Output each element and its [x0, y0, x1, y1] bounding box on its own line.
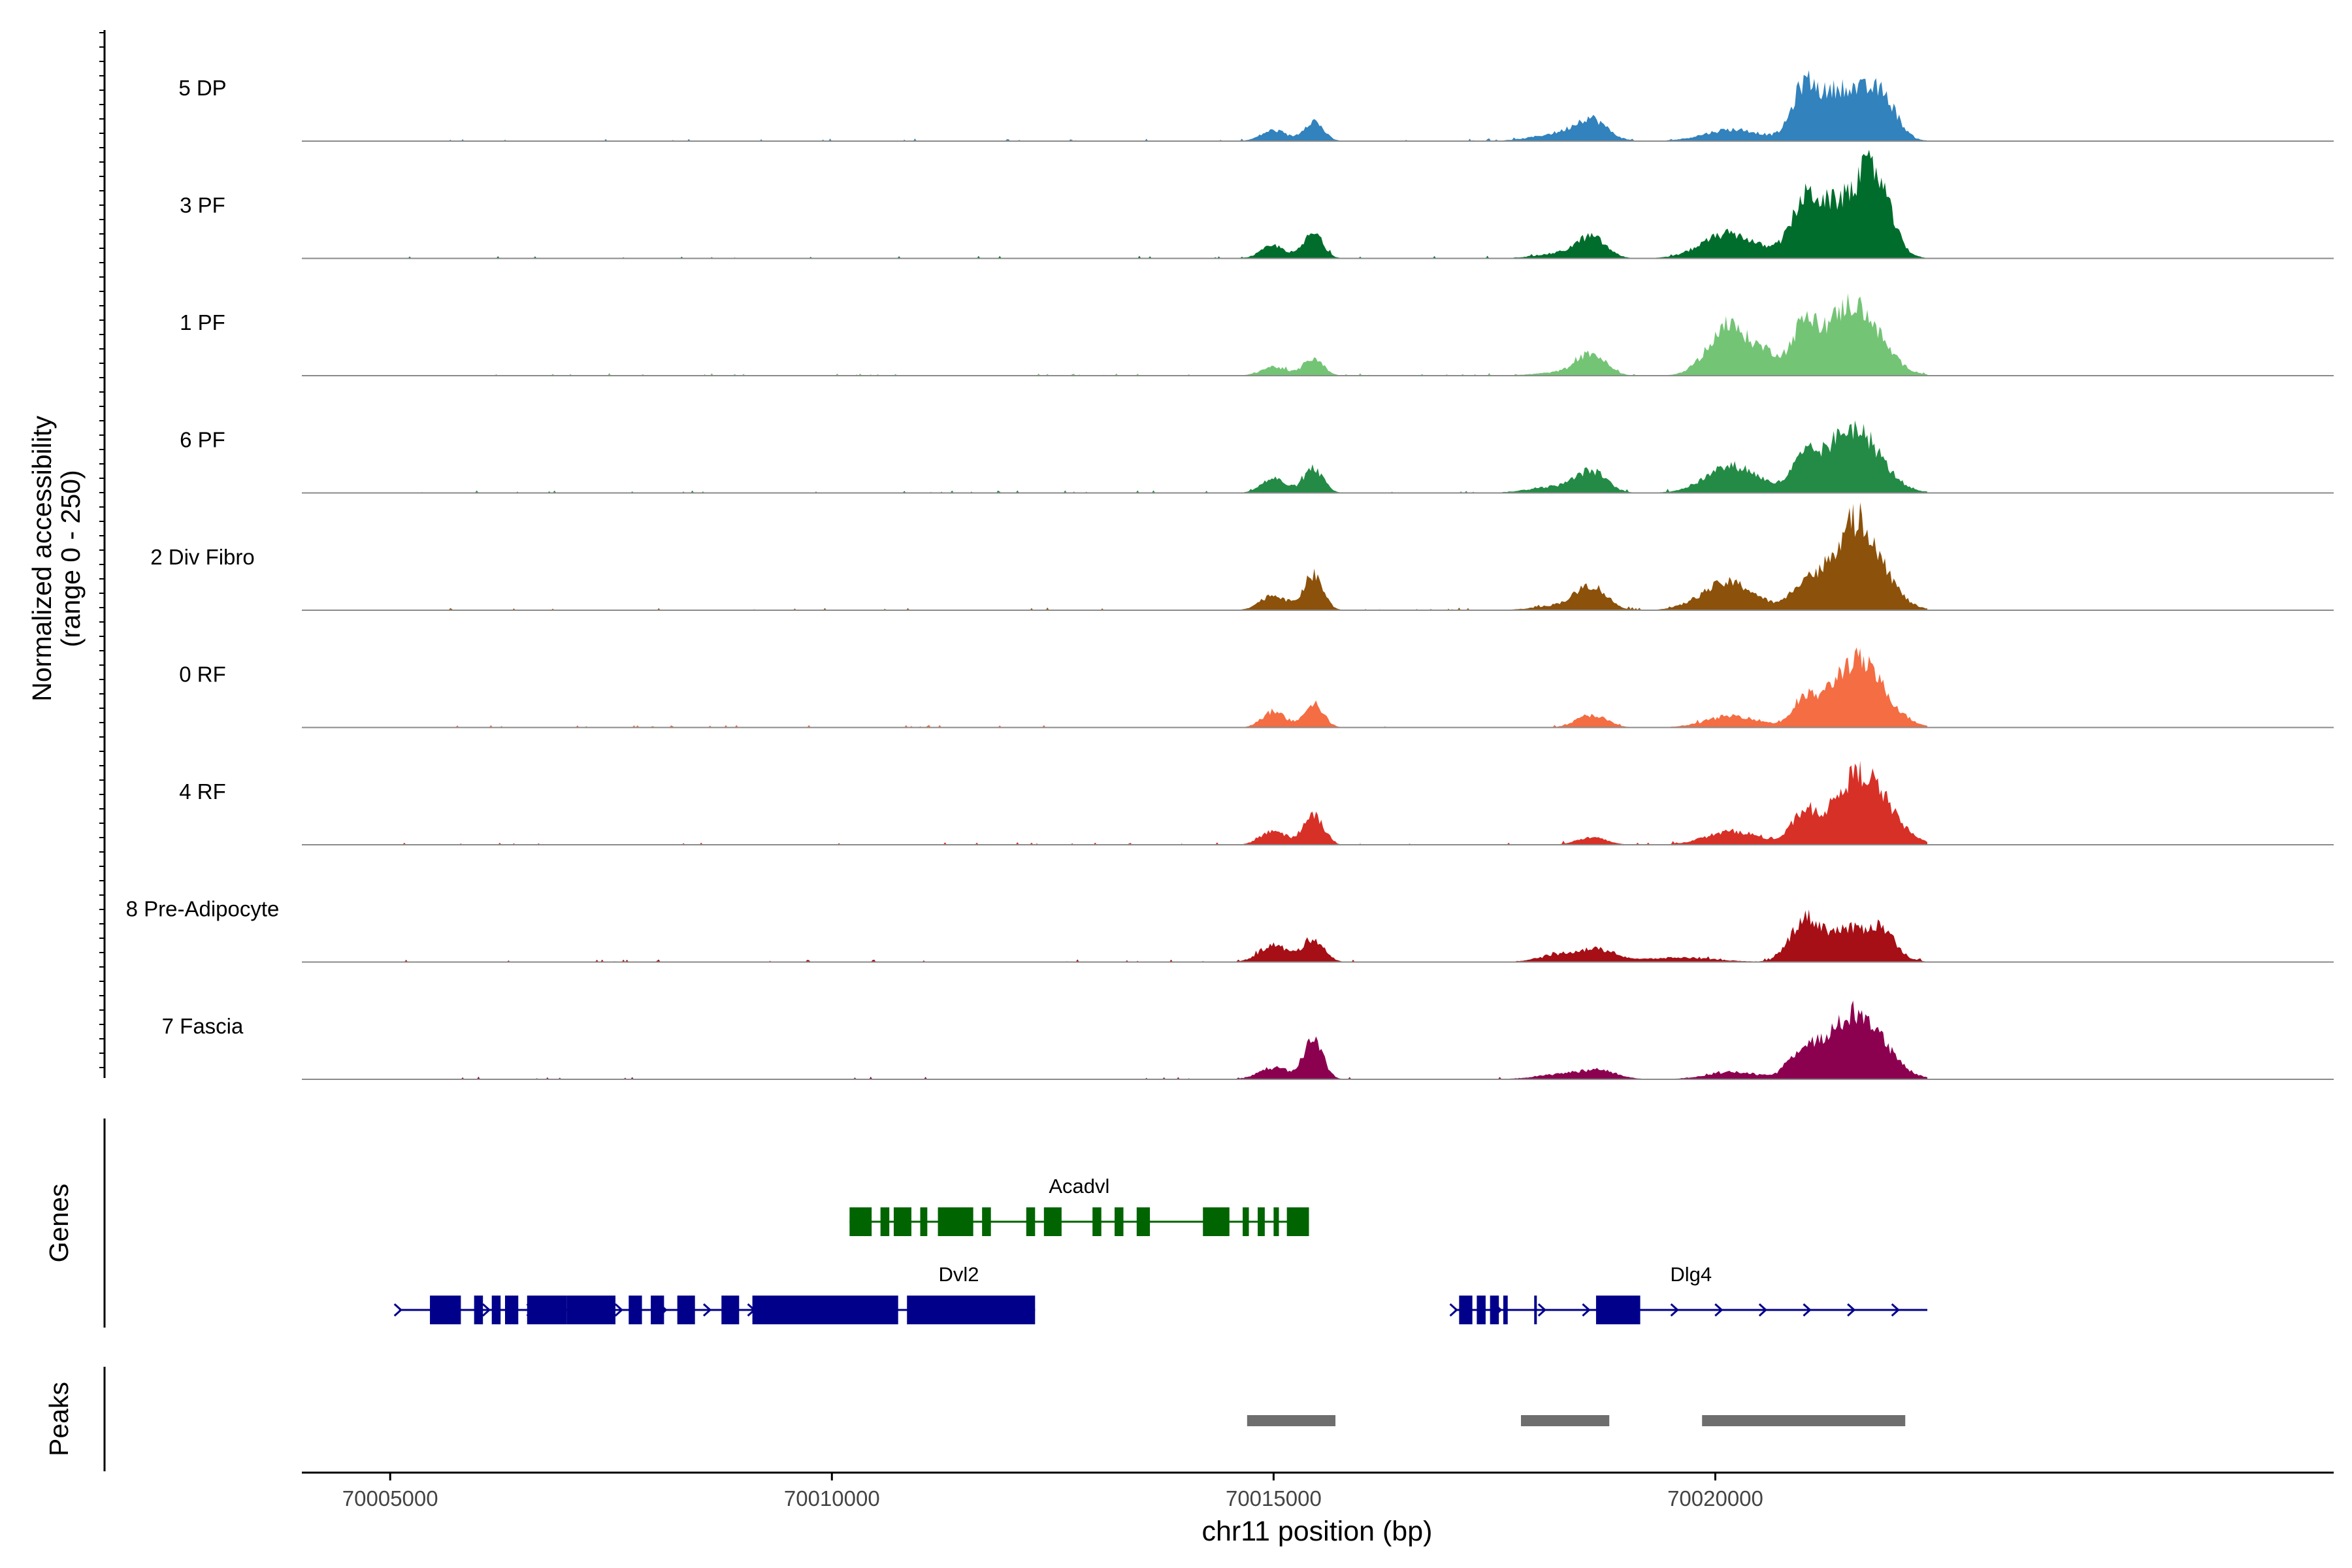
- peaks-track-label: Peaks: [44, 1382, 74, 1456]
- peak-bar: [1702, 1415, 1906, 1426]
- track-0-rf: 0 RF: [179, 647, 2334, 728]
- gene-exon: [893, 1207, 911, 1236]
- strand-arrow: [1449, 1303, 1458, 1317]
- gene-exon: [938, 1207, 973, 1236]
- strand-arrow: [1803, 1303, 1812, 1317]
- gene-exon: [982, 1207, 991, 1236]
- gene-exon: [1203, 1207, 1230, 1236]
- x-tick-label: 70005000: [342, 1486, 438, 1511]
- peak-bar: [1247, 1415, 1336, 1426]
- track-label: 3 PF: [180, 193, 225, 218]
- accessibility-area: [399, 647, 1928, 728]
- gene-exon: [1092, 1207, 1102, 1236]
- gene-exon: [1490, 1296, 1499, 1324]
- track-label: 0 RF: [179, 662, 226, 687]
- gene-exon: [629, 1296, 642, 1324]
- gene-exon: [1026, 1207, 1036, 1236]
- strand-arrow: [702, 1303, 712, 1317]
- strand-arrow: [1582, 1303, 1591, 1317]
- accessibility-area: [399, 420, 1928, 493]
- track-label: 2 Div Fibro: [150, 545, 255, 569]
- gene-exon: [1477, 1296, 1486, 1324]
- strand-arrow: [1847, 1303, 1856, 1317]
- gene-track: Acadvl Dvl2 Dlg4: [393, 1175, 1927, 1324]
- gene-exon: [849, 1207, 872, 1236]
- gene-exon: [677, 1296, 695, 1324]
- x-tick-label: 70020000: [1667, 1486, 1763, 1511]
- accessibility-area: [399, 1000, 1928, 1079]
- strand-arrow: [1714, 1303, 1723, 1317]
- track-label: 4 RF: [179, 779, 226, 804]
- accessibility-area: [399, 502, 1928, 610]
- track-2-div-fibro: 2 Div Fibro: [150, 502, 2334, 611]
- gene-exon: [880, 1207, 890, 1236]
- gene-label: Dlg4: [1670, 1263, 1712, 1286]
- track-label: 7 Fascia: [162, 1014, 244, 1038]
- x-tick-label: 70015000: [1226, 1486, 1322, 1511]
- gene-exon: [1115, 1207, 1124, 1236]
- gene-exon: [651, 1296, 664, 1324]
- gene-exon: [566, 1296, 616, 1324]
- gene-exon: [1595, 1296, 1641, 1324]
- gene-exon: [430, 1296, 461, 1324]
- track-8-pre-adipocyte: 8 Pre-Adipocyte: [126, 897, 2334, 963]
- y-axis-title-line2: (range 0 - 250): [56, 470, 86, 647]
- strand-arrow: [1537, 1303, 1547, 1317]
- accessibility-tracks: 5 DP 3 PF 1 PF 6 PF 2 Div Fibro 0 RF 4 RF 8 Pre…: [126, 70, 2334, 1080]
- gene-exon: [1273, 1207, 1279, 1236]
- strand-arrow: [393, 1303, 402, 1317]
- y-axis-title-line1: Normalized accessibility: [27, 416, 57, 702]
- gene-exon: [1534, 1296, 1537, 1324]
- genes-track-label: Genes: [44, 1184, 74, 1263]
- gene-exon: [527, 1296, 567, 1324]
- track-3-pf: 3 PF: [180, 150, 2334, 259]
- accessibility-area: [399, 70, 1928, 141]
- gene-exon: [1286, 1207, 1309, 1236]
- strand-arrow: [1758, 1303, 1768, 1317]
- gene-dlg4: Dlg4: [1449, 1263, 1927, 1324]
- strand-arrow: [1670, 1303, 1679, 1317]
- gene-exon: [474, 1296, 483, 1324]
- peak-bar: [1521, 1415, 1610, 1426]
- track-label: 5 DP: [178, 76, 226, 100]
- x-axis-title: chr11 position (bp): [1202, 1516, 1433, 1547]
- accessibility-area: [399, 293, 1928, 376]
- x-tick-label: 70010000: [784, 1486, 880, 1511]
- x-axis: 70005000 70010000 70015000 70020000: [302, 1471, 2334, 1511]
- track-1-pf: 1 PF: [180, 293, 2334, 376]
- accessibility-area: [399, 909, 1928, 962]
- peak-track: [1247, 1415, 1906, 1426]
- gene-exon: [907, 1296, 1036, 1324]
- strand-arrow: [614, 1303, 624, 1317]
- gene-label: Dvl2: [939, 1263, 979, 1286]
- gene-exon: [1258, 1207, 1265, 1236]
- accessibility-area: [399, 150, 1928, 259]
- gene-exon: [1136, 1207, 1151, 1236]
- track-label: 8 Pre-Adipocyte: [126, 897, 280, 921]
- gene-exon: [752, 1296, 898, 1324]
- track-label: 6 PF: [180, 428, 225, 452]
- gene-exon: [920, 1207, 928, 1236]
- gene-exon: [1043, 1207, 1062, 1236]
- strand-arrow: [1891, 1303, 1900, 1317]
- y-axis-ticks: [99, 32, 105, 1068]
- gene-exon: [505, 1296, 519, 1324]
- gene-exon: [491, 1296, 501, 1324]
- gene-label: Acadvl: [1049, 1175, 1109, 1198]
- gene-exon: [1243, 1207, 1249, 1236]
- track-5-dp: 5 DP: [178, 70, 2334, 142]
- gene-acadvl: Acadvl: [849, 1175, 1309, 1236]
- gene-exon: [1459, 1296, 1473, 1324]
- track-7-fascia: 7 Fascia: [162, 1000, 2334, 1080]
- track-6-pf: 6 PF: [180, 420, 2334, 494]
- track-label: 1 PF: [180, 310, 225, 335]
- gene-exon: [1503, 1296, 1508, 1324]
- strand-arrow: [482, 1303, 491, 1317]
- gene-exon: [721, 1296, 740, 1324]
- track-4-rf: 4 RF: [179, 760, 2334, 845]
- gene-dvl2: Dvl2: [393, 1263, 1036, 1324]
- accessibility-area: [399, 760, 1928, 845]
